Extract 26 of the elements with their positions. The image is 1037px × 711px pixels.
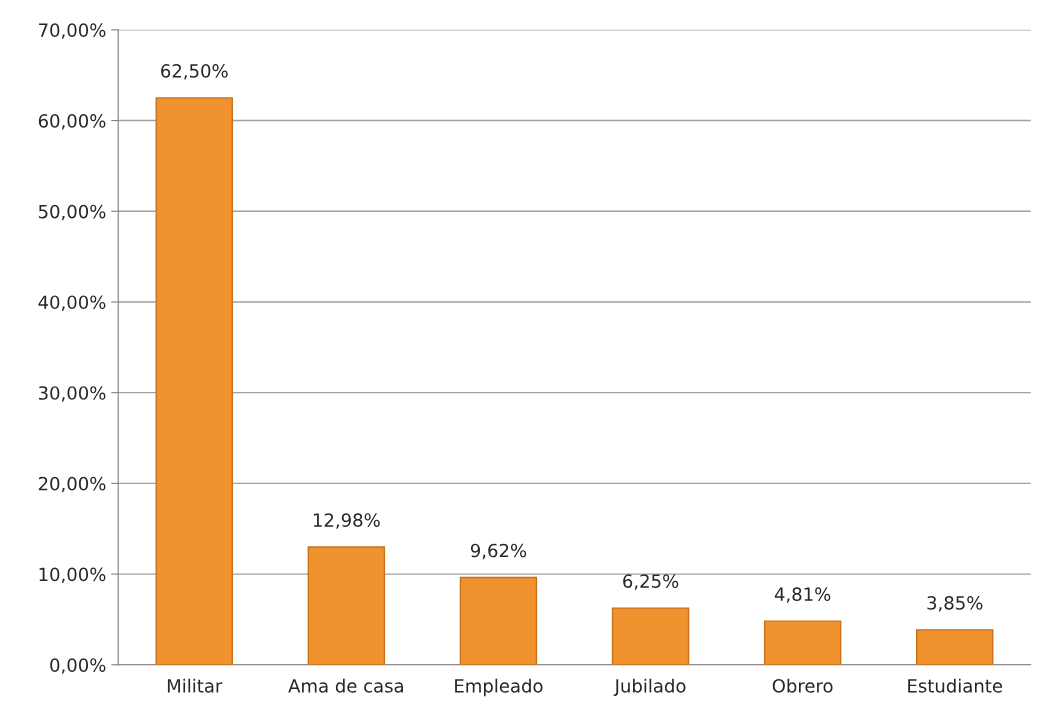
bar <box>307 546 386 665</box>
y-tick-label: 30,00% <box>38 386 106 402</box>
y-tick-label: 60,00% <box>38 114 106 130</box>
bar <box>763 620 842 665</box>
x-tick-label: Empleado <box>455 678 543 697</box>
y-tick-label: 50,00% <box>38 204 106 221</box>
data-label: 4,81% <box>774 587 831 603</box>
data-label: 9,62% <box>470 543 527 560</box>
data-label: 62,50% <box>161 64 228 80</box>
y-tick-label: 20,00% <box>38 476 106 493</box>
data-label: 6,25% <box>623 574 679 590</box>
bar <box>459 576 538 665</box>
x-tick-label: Jubilado <box>613 678 686 697</box>
x-tick-label: Ama de casa <box>288 678 403 693</box>
bar <box>611 607 690 665</box>
data-label: 3,85% <box>927 596 983 612</box>
y-tick-label: 70,00% <box>39 23 106 39</box>
x-tick-label: Estudiante <box>908 678 1003 693</box>
x-tick-label: Obrero <box>772 678 833 693</box>
y-tick-label: 10,00% <box>39 567 106 584</box>
y-tick-label: 40,00% <box>38 295 106 311</box>
y-tick-label: 0,00% <box>50 658 106 674</box>
bar <box>916 629 994 665</box>
bar <box>155 97 233 665</box>
x-tick-label: Militar <box>167 678 223 693</box>
data-label: 12,98% <box>313 513 380 529</box>
